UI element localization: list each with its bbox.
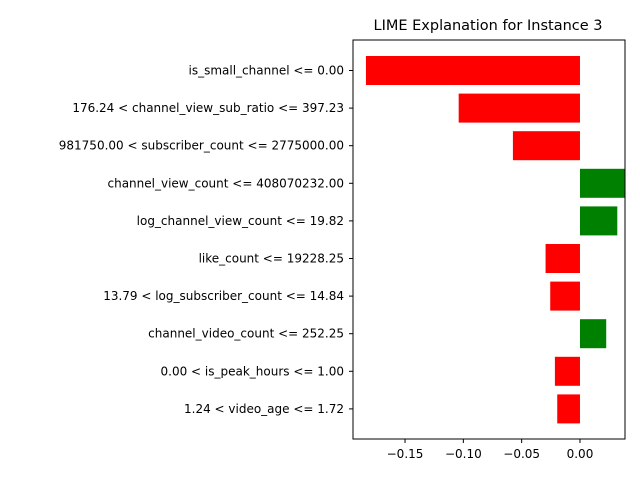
x-axis-ticks: −0.15 −0.10 −0.05 0.00 (349, 70, 594, 461)
chart-title: LIME Explanation for Instance 3 (373, 18, 602, 34)
bar-10 (557, 394, 580, 424)
bar-5 (579, 206, 618, 236)
bar-3 (512, 131, 580, 161)
x-tick-label-4: 0.00 (567, 447, 594, 461)
category-label-3: 981750.00 < subscriber_count <= 2775000.… (59, 139, 344, 153)
category-label-7: 13.79 < log_subscriber_count <= 14.84 (103, 289, 344, 303)
bar-1 (365, 56, 580, 85)
category-label-8: channel_video_count <= 252.25 (148, 327, 344, 341)
bar-8 (579, 319, 607, 349)
plot-frame (352, 39, 626, 440)
x-tick-label-3: −0.05 (503, 447, 540, 461)
bar-4 (579, 168, 625, 198)
bar-6 (545, 244, 580, 273)
bar-9 (554, 356, 580, 386)
category-label-1: is_small_channel <= 0.00 (189, 64, 345, 78)
bars-layer (365, 56, 625, 424)
x-tick-label-1: −0.15 (387, 447, 424, 461)
bar-7 (550, 281, 580, 311)
x-tick-label-2: −0.10 (445, 447, 482, 461)
category-label-5: log_channel_view_count <= 19.82 (137, 214, 344, 228)
category-label-2: 176.24 < channel_view_sub_ratio <= 397.2… (72, 101, 344, 115)
category-labels: is_small_channel <= 0.00 176.24 < channel… (59, 64, 344, 416)
category-label-4: channel_view_count <= 408070232.00 (107, 176, 344, 190)
category-label-6: like_count <= 19228.25 (199, 252, 344, 266)
category-label-10: 1.24 < video_age <= 1.72 (184, 402, 344, 416)
bar-2 (458, 93, 580, 123)
category-label-9: 0.00 < is_peak_hours <= 1.00 (161, 364, 345, 378)
